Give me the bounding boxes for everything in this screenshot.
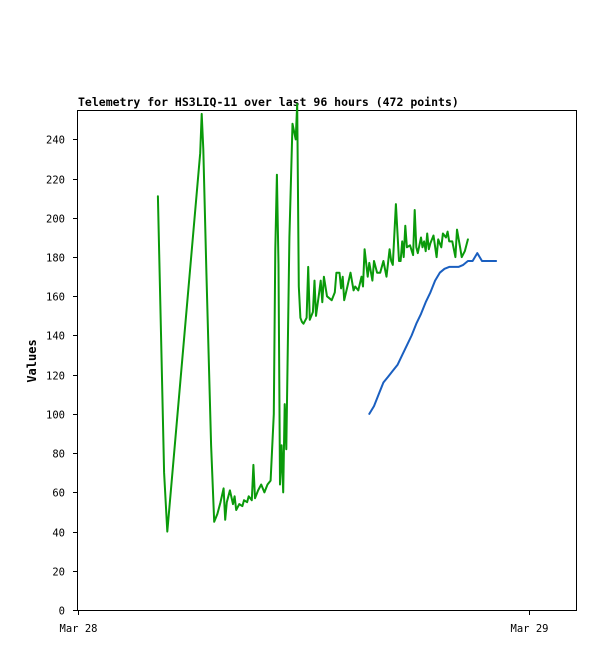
y-axis: 0 20 40 60 80 100 120 140 160 180 200 220 240 — [46, 135, 78, 618]
x-axis: Mar 28 Mar 29 — [60, 610, 549, 635]
chart-title: Telemetry for HS3LIQ-11 over last 96 hou… — [78, 95, 459, 109]
series-line-1 — [156, 103, 469, 533]
y-tick-label: 220 — [46, 175, 65, 187]
y-tick-label: 60 — [52, 488, 65, 500]
y-tick-label: 180 — [46, 253, 65, 265]
y-tick-label: 160 — [46, 292, 65, 304]
y-tick-label: 200 — [46, 214, 65, 226]
y-tick-label: 80 — [52, 449, 65, 461]
y-tick-label: 20 — [52, 567, 65, 579]
y-tick-label: 120 — [46, 371, 65, 383]
series-layer — [156, 103, 498, 533]
x-tick-label: Mar 28 — [60, 623, 98, 635]
y-tick-label: 40 — [52, 528, 65, 540]
series-line-2 — [368, 252, 498, 415]
y-axis-label: Values — [25, 339, 39, 382]
y-tick-label: 240 — [46, 135, 65, 147]
y-tick-label: 140 — [46, 331, 65, 343]
x-tick-label: Mar 29 — [511, 623, 549, 635]
y-tick-label: 100 — [46, 410, 65, 422]
y-tick-label: 0 — [59, 606, 65, 618]
plot-frame — [77, 110, 577, 611]
